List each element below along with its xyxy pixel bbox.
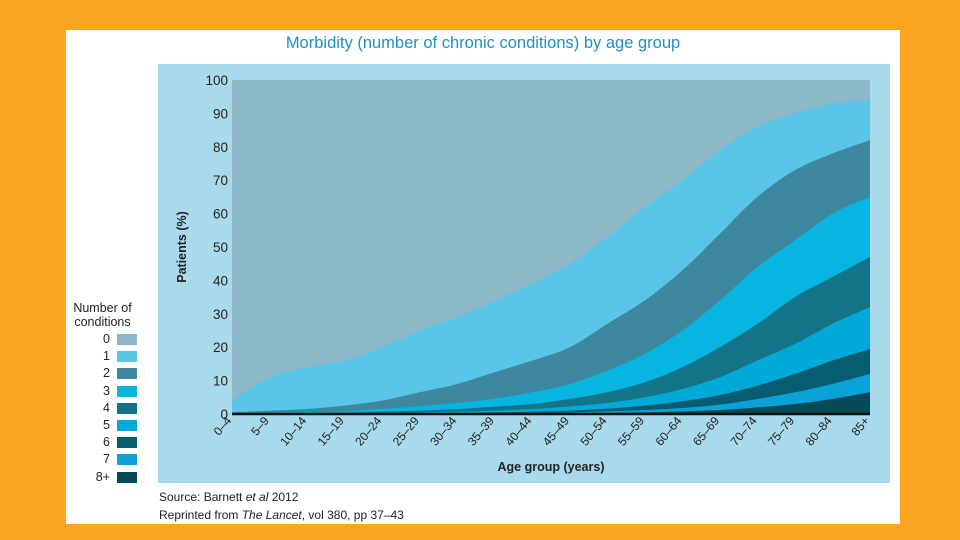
- chart-areas: [232, 80, 870, 416]
- y-tick-label: 40: [213, 273, 228, 288]
- x-tick-label: 50–54: [577, 414, 609, 449]
- x-tick-label: 15–19: [315, 414, 347, 449]
- legend-label: 4: [103, 400, 110, 415]
- y-tick-label: 60: [213, 207, 228, 222]
- x-tick-label: 85+: [848, 414, 872, 439]
- legend-item: 8+: [86, 470, 159, 487]
- x-tick-label: 40–44: [502, 414, 534, 449]
- legend-swatch: [117, 420, 137, 431]
- legend-item: 4: [86, 401, 159, 418]
- x-tick-label: 5–9: [248, 414, 272, 439]
- legend-item: 5: [86, 418, 159, 435]
- legend-label: 6: [103, 435, 110, 450]
- legend-swatch: [117, 334, 137, 345]
- source-italic: et al: [245, 490, 269, 504]
- x-tick-label: 0–4: [211, 414, 235, 439]
- chart-title: Morbidity (number of chronic conditions)…: [285, 34, 681, 52]
- legend-label: 3: [103, 383, 110, 398]
- y-tick-label: 10: [213, 374, 228, 389]
- source-note: Source: Barnett et al 2012 Reprinted fro…: [159, 488, 404, 524]
- y-tick-label: 70: [213, 173, 228, 188]
- area-series-8plus: [232, 392, 870, 415]
- legend-item: 2: [86, 366, 159, 383]
- legend-swatch: [117, 454, 137, 466]
- legend-swatch: [117, 385, 137, 397]
- x-tick-label: 30–34: [427, 414, 459, 449]
- x-tick-label: 75–79: [765, 414, 797, 449]
- x-tick-label: 25–29: [390, 414, 422, 449]
- legend-swatch: [117, 351, 137, 363]
- legend-label: 0: [103, 332, 110, 346]
- chart-panel: Morbidity (number of chronic conditions)…: [66, 30, 900, 524]
- legend-label: 7: [103, 452, 110, 467]
- legend-title-line2: conditions: [74, 315, 131, 329]
- legend-label: 1: [103, 349, 110, 364]
- y-tick-label: 30: [213, 307, 228, 322]
- x-tick-label: 80–84: [803, 414, 835, 449]
- x-axis-label: Age group (years): [498, 460, 605, 474]
- x-axis: 0–4 5–9 10–14 15–19 20–24 25–29 30–34 35–39 40–4…: [211, 414, 873, 449]
- legend-item: 0: [86, 332, 159, 349]
- legend-swatch: [117, 402, 137, 414]
- source-year: 2012: [268, 490, 299, 504]
- legend-label: 2: [103, 366, 110, 381]
- area-series-6: [232, 348, 870, 415]
- area-series-5: [232, 307, 870, 414]
- journal-name: The Lancet: [241, 508, 302, 522]
- y-tick-label: 50: [213, 240, 228, 255]
- legend-label: 8+: [95, 469, 110, 484]
- legend-swatch: [117, 368, 137, 380]
- y-tick-label: 0: [220, 407, 228, 422]
- legend-title: Number of conditions: [66, 301, 139, 329]
- x-tick-label: 65–69: [690, 414, 722, 449]
- journal-ref: , vol 380, pp 37–43: [301, 508, 404, 522]
- legend-swatch: [117, 437, 137, 449]
- x-tick-label: 10–14: [277, 414, 309, 449]
- y-tick-label: 90: [213, 106, 228, 121]
- x-tick-label: 45–49: [540, 414, 572, 449]
- x-tick-label: 70–74: [728, 414, 760, 449]
- x-tick-label: 60–64: [652, 414, 684, 449]
- area-series-4: [232, 257, 870, 414]
- x-tick-label: 20–24: [352, 414, 384, 449]
- legend-item: 1: [86, 349, 159, 366]
- y-tick-label: 20: [213, 340, 228, 355]
- source-text: Source: Barnett: [159, 490, 246, 504]
- legend-label: 5: [103, 418, 110, 432]
- source-line1: Source: Barnett et al 2012: [159, 488, 404, 506]
- y-tick-label: 80: [213, 140, 228, 155]
- legend-item: 3: [86, 384, 159, 401]
- legend-swatch: [117, 471, 137, 483]
- legend-item: 6: [86, 435, 159, 452]
- y-axis-label: Patients (%): [175, 211, 189, 283]
- x-tick-label: 55–59: [615, 414, 647, 449]
- y-axis: 0 10 20 30 40 50 60 70 80 90 100: [205, 73, 228, 422]
- legend-item: 7: [86, 452, 159, 469]
- x-tick-label: 35–39: [465, 414, 497, 449]
- reprint-text: Reprinted from: [159, 508, 242, 522]
- source-line2: Reprinted from The Lancet, vol 380, pp 3…: [159, 506, 404, 524]
- legend-title-line1: Number of: [73, 301, 132, 315]
- y-tick-label: 100: [205, 73, 228, 88]
